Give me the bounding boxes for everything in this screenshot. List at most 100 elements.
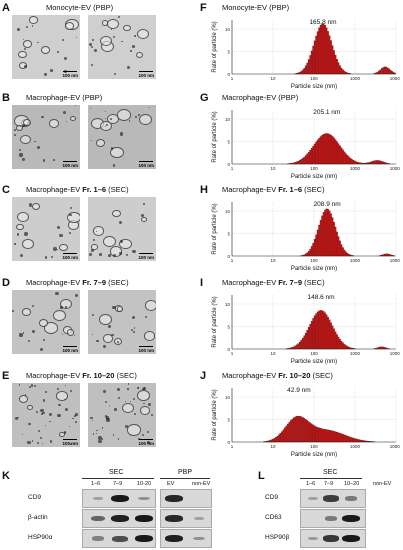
particle-dot xyxy=(49,440,53,443)
particle-dot xyxy=(101,438,104,441)
histogram-bar xyxy=(370,161,373,165)
histogram-bar xyxy=(382,346,384,350)
particle-dot xyxy=(99,252,103,256)
protein-band xyxy=(92,496,104,501)
histogram-bar xyxy=(327,208,329,257)
vesicle-shape xyxy=(136,51,144,58)
em-micrograph: 100 nm xyxy=(88,105,156,169)
histogram-bar xyxy=(322,23,325,75)
k-pbp-blot-strip xyxy=(160,509,212,528)
k-sec-blot-strip xyxy=(82,489,156,508)
em-panel-title: Monocyte-EV (PBP) xyxy=(46,3,113,12)
chart-axes xyxy=(231,388,396,443)
particle-dot xyxy=(146,430,150,434)
y-tick-label: 0 xyxy=(227,254,230,259)
title-text: Macrophage-EV xyxy=(222,371,279,380)
histogram-bar xyxy=(324,209,326,257)
histogram-bar xyxy=(313,315,316,350)
y-tick-label: 0 xyxy=(227,347,230,352)
particle-dot xyxy=(58,404,61,407)
particle-dot xyxy=(19,153,23,157)
histogram-bar xyxy=(316,229,319,257)
histogram-bar xyxy=(389,69,392,75)
histogram-bar xyxy=(322,134,325,165)
vesicle-shape xyxy=(140,216,148,223)
histogram-bar xyxy=(319,136,322,165)
title-method: (SEC) xyxy=(106,278,129,287)
histogram-bar xyxy=(273,438,276,443)
histogram-bar xyxy=(316,311,319,350)
histogram-title: Macrophage-EV Fr. 10–20 (SEC) xyxy=(222,371,333,380)
vesicle-shape xyxy=(95,138,105,147)
vesicle-shape xyxy=(64,21,75,30)
histogram-bar xyxy=(309,422,311,443)
particle-dot xyxy=(69,389,73,393)
vesicle-shape xyxy=(15,124,23,131)
particle-dot xyxy=(42,411,45,415)
particle-dot xyxy=(23,48,26,51)
protein-band xyxy=(110,494,130,503)
scale-bar xyxy=(139,70,153,72)
histogram-bar xyxy=(300,159,302,165)
x-tick-label: 1 xyxy=(231,76,234,81)
x-tick-label: 10 xyxy=(270,444,276,449)
protein-band xyxy=(193,516,205,521)
particle-dot xyxy=(91,333,94,336)
x-tick-label: 10000 xyxy=(390,166,400,171)
vesicle-shape xyxy=(22,39,33,48)
histogram-bar xyxy=(377,160,380,165)
histogram-bar xyxy=(343,249,346,257)
histogram-bar xyxy=(342,149,344,165)
histogram-bar xyxy=(297,160,300,165)
protein-band xyxy=(134,534,154,543)
particle-dot xyxy=(63,56,68,61)
histogram-bar xyxy=(372,161,374,165)
particle-dot xyxy=(134,115,138,119)
histogram-bar xyxy=(345,251,347,257)
histogram-bar xyxy=(375,160,377,165)
particle-dot xyxy=(91,314,94,317)
x-tick-label: 100 xyxy=(310,258,318,263)
x-tick-label: 1000 xyxy=(350,258,361,263)
k-sec-blot-strip xyxy=(82,509,156,528)
particle-dot xyxy=(51,255,54,259)
histogram-bar xyxy=(295,161,298,165)
histogram-bar xyxy=(331,217,334,257)
y-tick-label: 0 xyxy=(227,162,230,167)
vesicle-shape xyxy=(136,28,150,40)
scale-bar xyxy=(139,160,153,162)
histogram-bar xyxy=(300,340,302,350)
l-column-label: 7–9 xyxy=(324,481,334,487)
l-sec-blot-strip xyxy=(300,529,366,548)
histogram-title: Macrophage-EV (PBP) xyxy=(222,93,298,102)
histogram-bar xyxy=(312,424,314,443)
histogram-bar xyxy=(336,334,338,350)
em-micrograph: 100 nm xyxy=(88,290,156,354)
y-tick-label: 10 xyxy=(225,209,231,214)
particle-dot xyxy=(24,393,27,396)
histogram-bar xyxy=(376,160,379,165)
histogram-bar xyxy=(313,143,316,165)
particle-dot xyxy=(42,338,46,341)
histogram-bar xyxy=(316,139,319,165)
particle-dot xyxy=(112,36,116,39)
histogram-bar xyxy=(310,246,313,257)
histogram-bar xyxy=(379,346,382,350)
l-column-label: 1–6 xyxy=(306,481,316,487)
title-text: Monocyte-EV (PBP) xyxy=(222,3,290,12)
histogram-bar xyxy=(300,416,302,443)
histogram-bar xyxy=(303,156,305,165)
histogram-bar xyxy=(330,40,332,75)
vesicle-shape xyxy=(18,51,27,59)
histogram-bar xyxy=(346,155,349,165)
histogram-bar xyxy=(315,35,317,75)
k-sec-blot-strip xyxy=(82,529,156,548)
particle-dot xyxy=(14,129,17,132)
histogram-bar xyxy=(380,346,383,350)
panel-letter-i: I xyxy=(200,277,204,289)
vesicle-shape xyxy=(16,211,29,222)
title-text: Macrophage-EV xyxy=(26,278,83,287)
scale-bar-label: 100 nm xyxy=(62,163,78,168)
particle-dot xyxy=(127,388,129,390)
particle-dot xyxy=(147,441,151,444)
